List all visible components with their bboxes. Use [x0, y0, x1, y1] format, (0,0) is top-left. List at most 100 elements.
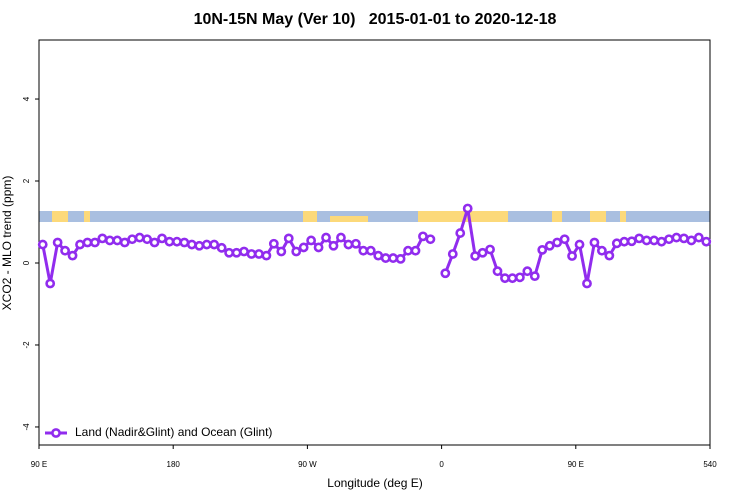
data-point [395, 253, 406, 264]
data-point [589, 237, 600, 248]
data-point [671, 232, 682, 243]
legend-item: Land (Nadir&Glint) and Ocean (Glint) [45, 425, 272, 439]
data-point [239, 246, 249, 257]
data-point [112, 235, 123, 246]
data-point [574, 239, 585, 250]
y-axis-label: XCO2 - MLO trend (ppm) [0, 176, 14, 311]
data-point [447, 249, 458, 259]
x-tick-label: 90 E [568, 460, 584, 469]
data-point [679, 233, 689, 244]
chart-title: 10N-15N May (Ver 10) 2015-01-01 to 2020-… [194, 11, 557, 28]
land-patch [52, 211, 68, 222]
data-point [209, 239, 220, 250]
data-point [537, 244, 548, 255]
data-point [418, 231, 428, 242]
data-point [194, 240, 205, 251]
data-point [544, 240, 555, 251]
map-strip [39, 211, 710, 222]
data-point [567, 251, 577, 261]
data-point [298, 242, 309, 253]
data-point [634, 233, 645, 244]
data-point [492, 266, 503, 277]
data-point [350, 238, 361, 249]
data-point [321, 232, 331, 243]
data-point [552, 237, 563, 248]
data-point [216, 242, 227, 253]
data-point [119, 237, 130, 248]
data-point [224, 247, 235, 258]
data-point [52, 237, 63, 248]
data-point [619, 236, 630, 247]
legend-text: Land (Nadir&Glint) and Ocean (Glint) [75, 425, 272, 439]
data-point [231, 247, 242, 258]
data-point [358, 245, 369, 256]
data-point [604, 250, 615, 261]
data-point [559, 234, 570, 245]
land-patch [590, 211, 606, 222]
data-point [283, 233, 294, 244]
data-point [522, 266, 533, 277]
x-tick-label: 0 [439, 460, 444, 469]
x-tick-label: 540 [703, 460, 717, 469]
data-point [485, 244, 495, 255]
land-patch [84, 211, 90, 222]
data-point [462, 203, 473, 214]
data-point [134, 232, 145, 243]
data-point [336, 232, 346, 243]
data-point [626, 236, 637, 247]
data-point [164, 236, 175, 247]
data-point [425, 234, 436, 245]
data-point [45, 278, 56, 289]
data-point [276, 246, 287, 257]
x-axis-label: Longitude (deg E) [327, 476, 422, 490]
data-point [306, 235, 317, 246]
data-point [142, 234, 153, 245]
land-patch [552, 211, 562, 222]
data-point [388, 253, 399, 263]
land-patch [330, 216, 368, 222]
data-point [500, 273, 510, 284]
data-point [67, 250, 78, 261]
x-tick-label: 90 E [31, 460, 47, 469]
land-patch [418, 211, 508, 222]
data-point [611, 238, 622, 249]
data-point [127, 234, 138, 245]
y-tick-label: 4 [22, 96, 31, 101]
data-point [641, 235, 652, 246]
data-point [37, 239, 48, 250]
data-point [75, 239, 85, 250]
data-point [410, 245, 421, 256]
data-point [380, 253, 391, 263]
data-point [470, 251, 481, 261]
data-point [403, 245, 413, 256]
data-point [261, 250, 272, 261]
data-point [529, 271, 540, 282]
x-tick-label: 180 [167, 460, 181, 469]
data-point [82, 237, 93, 248]
data-point [313, 242, 324, 253]
data-point [104, 235, 115, 246]
data-point [149, 237, 160, 248]
data-point [246, 249, 257, 259]
land-patch [620, 211, 626, 222]
data-point [97, 233, 108, 244]
legend-marker [51, 428, 61, 438]
data-point [179, 237, 190, 248]
ocean-strip [39, 211, 710, 222]
data-point [649, 235, 659, 246]
data-point [373, 250, 384, 261]
data-point [172, 236, 182, 247]
y-tick-label: -2 [22, 341, 31, 349]
data-point [514, 272, 525, 283]
y-tick-label: 0 [22, 260, 31, 265]
data-point [291, 246, 302, 257]
data-point [201, 239, 212, 250]
data-point [328, 240, 339, 251]
data-point [268, 238, 279, 249]
data-point [701, 236, 712, 247]
data-point [507, 273, 518, 284]
data-point [455, 228, 466, 238]
data-point [90, 237, 100, 248]
data-point [656, 236, 667, 247]
